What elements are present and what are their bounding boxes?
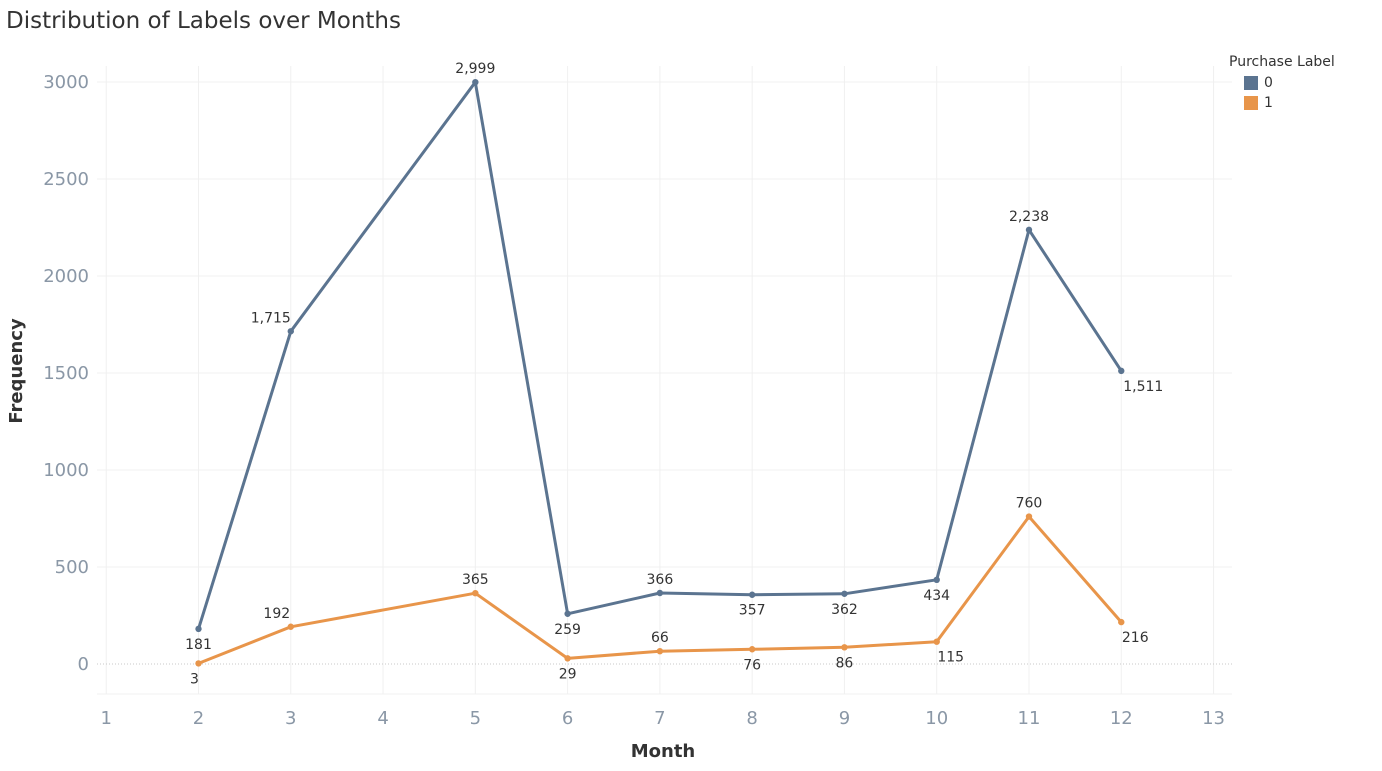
y-tick-label-500: 500 [55, 557, 89, 578]
y-axis-title: Frequency [6, 318, 27, 424]
data-label-s0-m5: 2,999 [455, 61, 495, 77]
data-label-s1-m6: 29 [559, 666, 577, 682]
data-label-s1-m9: 86 [836, 655, 854, 671]
point-s1-m8[interactable] [748, 646, 756, 653]
point-s0-m12[interactable] [1118, 367, 1125, 375]
data-label-s0-m12: 1,511 [1123, 379, 1163, 395]
data-label-s0-m10: 434 [923, 588, 950, 604]
x-tick-label-7: 7 [654, 708, 665, 729]
point-s0-m5[interactable] [472, 78, 479, 86]
legend-label-0: 0 [1264, 75, 1273, 91]
data-label-s0-m8: 357 [739, 603, 766, 619]
point-s0-m10[interactable] [933, 576, 940, 584]
point-s0-m3[interactable] [287, 328, 294, 335]
axes: 1 2 3 4 5 6 7 8 9 10 11 12 1305001000150020002500300… [43, 72, 1232, 729]
x-tick-label-2: 2 [193, 708, 204, 729]
legend-title: Purchase Label [1229, 54, 1335, 70]
series-line-1 [197, 515, 1123, 665]
point-s1-m2[interactable] [195, 660, 202, 667]
point-s0-m7[interactable] [656, 589, 664, 597]
x-tick-label-4: 4 [377, 708, 388, 729]
y-tick-label-2500: 2500 [43, 169, 89, 190]
point-s0-m9[interactable] [841, 590, 848, 597]
data-label-s1-m8: 76 [743, 657, 761, 673]
data-label-s1-m2: 3 [190, 671, 199, 687]
x-tick-label-11: 11 [1018, 708, 1041, 729]
point-s1-m5[interactable] [472, 589, 479, 597]
x-tick-label-12: 12 [1110, 708, 1133, 729]
data-label-s1-m3: 192 [263, 606, 290, 622]
data-label-s1-m12: 216 [1122, 630, 1149, 646]
x-tick-label-10: 10 [925, 708, 948, 729]
point-s0-m2[interactable] [195, 625, 202, 633]
data-label-s0-m9: 362 [831, 602, 858, 618]
data-label-s0-m3: 1,715 [251, 310, 291, 326]
point-s1-m11[interactable] [1025, 513, 1033, 520]
x-axis-title: Month [631, 741, 696, 762]
y-tick-label-0: 0 [78, 654, 89, 675]
legend-swatch-1 [1244, 96, 1258, 110]
data-label-s0-m2: 181 [185, 637, 212, 653]
legend-label-1: 1 [1264, 95, 1273, 111]
x-tick-label-8: 8 [746, 708, 757, 729]
x-tick-label-1: 1 [101, 708, 112, 729]
data-label-s0-m11: 2,238 [1009, 209, 1049, 225]
x-tick-label-3: 3 [285, 708, 296, 729]
data-label-s0-m6: 259 [554, 622, 581, 638]
data-labels: 181 1,715 2,999 259 366 357 362 434 2,238 1,511 3 1… [185, 61, 1163, 687]
data-label-s1-m5: 365 [462, 572, 489, 588]
legend-swatch-0 [1244, 76, 1258, 90]
data-label-s1-m7: 66 [651, 630, 669, 646]
point-s0-m8[interactable] [748, 591, 756, 598]
data-label-s1-m10: 115 [937, 650, 964, 666]
data-label-s0-m7: 366 [647, 572, 674, 588]
chart-title: Distribution of Labels over Months [6, 8, 401, 34]
x-tick-label-6: 6 [562, 708, 573, 729]
point-s0-m6[interactable] [564, 610, 571, 617]
point-s1-m6[interactable] [564, 655, 571, 662]
y-tick-label-2000: 2000 [43, 266, 89, 287]
legend: Purchase Label 0 1 [1229, 54, 1335, 113]
y-tick-label-1500: 1500 [43, 363, 89, 384]
point-s1-m9[interactable] [841, 644, 848, 651]
x-tick-label-9: 9 [839, 708, 850, 729]
series-line-0 [197, 80, 1123, 630]
point-s0-m11[interactable] [1025, 226, 1033, 234]
series-lines [195, 78, 1125, 667]
grid-lines [97, 66, 1232, 694]
y-tick-label-3000: 3000 [43, 72, 89, 93]
x-tick-label-13: 13 [1202, 708, 1225, 729]
point-s1-m10[interactable] [933, 638, 940, 645]
data-label-s1-m11: 760 [1016, 496, 1043, 512]
point-s1-m7[interactable] [656, 647, 664, 655]
y-tick-label-1000: 1000 [43, 460, 89, 481]
legend-item-0[interactable]: 0 [1229, 73, 1335, 93]
legend-item-1[interactable]: 1 [1229, 93, 1335, 113]
x-tick-label-5: 5 [470, 708, 481, 729]
point-s1-m3[interactable] [287, 623, 294, 630]
point-s1-m12[interactable] [1118, 618, 1125, 626]
